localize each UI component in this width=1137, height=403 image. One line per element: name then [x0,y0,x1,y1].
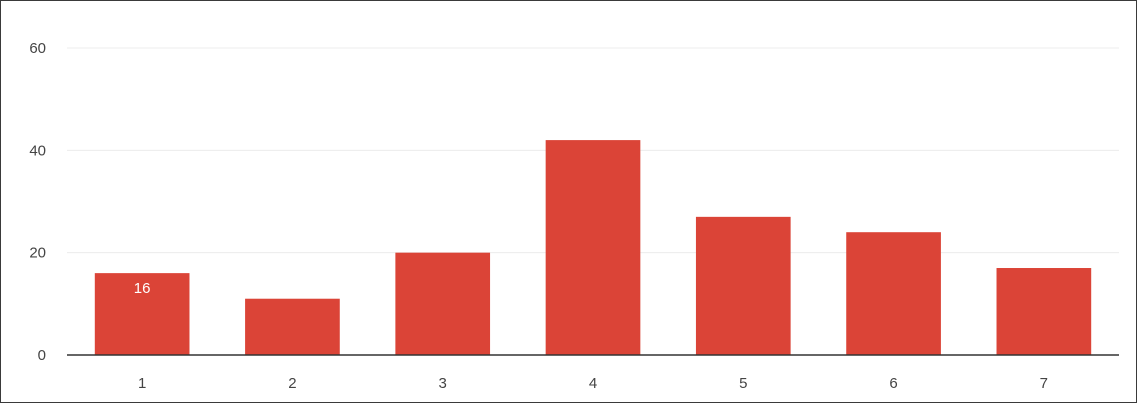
bar-2 [245,298,340,355]
x-tick-labels: 1 2 3 4 5 6 7 [138,375,1048,392]
bar-7 [996,268,1092,355]
y-tick-label: 20 [29,245,46,262]
y-tick-label: 0 [38,347,46,364]
y-tick-label: 60 [29,40,46,57]
data-label: 16 [134,280,151,297]
x-tick-label: 6 [889,375,897,392]
bar-3 [395,252,491,355]
y-tick-label: 40 [29,142,46,159]
y-tick-labels: 0 20 40 60 [29,40,46,364]
bar-5 [695,216,791,355]
x-tick-label: 3 [439,375,447,392]
data-labels: 16 [134,280,151,297]
x-tick-label: 2 [288,375,296,392]
x-tick-label: 4 [589,375,597,392]
x-tick-label: 1 [138,375,146,392]
bar-4 [545,140,641,355]
bars [94,140,1092,355]
x-tick-label: 5 [739,375,747,392]
bar-6 [846,232,941,355]
bar-1 [94,273,190,355]
x-tick-label: 7 [1040,375,1048,392]
